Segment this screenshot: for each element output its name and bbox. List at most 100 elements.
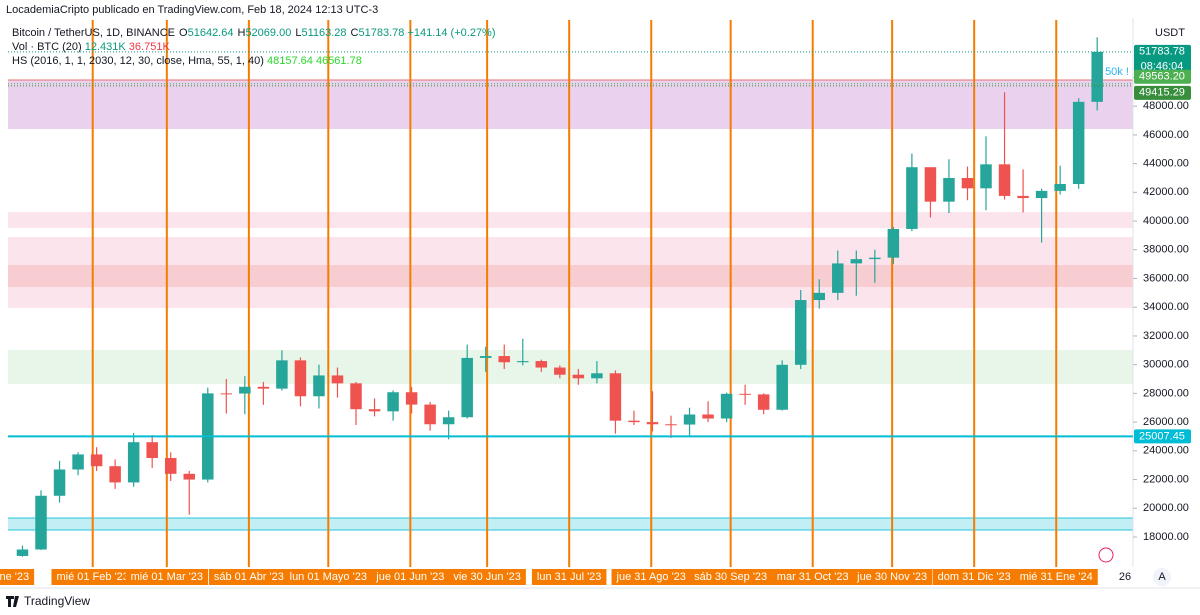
candle-body — [646, 422, 659, 425]
x-tick-label: Ene '23 — [0, 571, 29, 583]
brand: TradingView — [24, 594, 90, 608]
x-tick: dom 31 Dic '23 — [932, 569, 1016, 585]
candle-body — [164, 458, 177, 474]
candle-body — [1035, 190, 1048, 199]
x-tick-bg — [1014, 569, 1098, 585]
auto-button-label[interactable]: A — [1158, 571, 1166, 583]
candle-body — [757, 394, 770, 410]
currency: USDT — [1155, 27, 1185, 39]
volume-name: Vol · BTC (20) — [12, 41, 82, 53]
candle-body — [943, 177, 955, 202]
x-tick: Ene '23 — [0, 569, 35, 585]
y-tick-label: 22000.00 — [1143, 473, 1189, 485]
legend-symbol: Bitcoin / TetherUS, 1D, BINANCE O51642.64… — [12, 27, 496, 39]
candle-body — [127, 442, 140, 483]
candle-body — [479, 356, 492, 358]
candle-body — [1054, 184, 1066, 191]
price-label: 51783.78 — [1139, 46, 1185, 58]
resistance-zone — [8, 80, 1133, 129]
y-tick-label: 30000.00 — [1143, 359, 1189, 371]
y-tick-label: 20000.00 — [1143, 502, 1189, 514]
ohlc-key: O — [179, 27, 188, 39]
candle-body — [350, 383, 362, 410]
candle-body — [442, 417, 455, 425]
price-label: 49563.20 — [1139, 71, 1185, 83]
ohlc-value: 52069.00 — [245, 27, 291, 39]
x-tick-bg — [852, 569, 933, 585]
x-tick-label: mar 31 Oct '23 — [777, 571, 849, 583]
zone — [8, 350, 1133, 384]
price-label-bg — [1134, 85, 1191, 100]
x-tick-label: mié 01 Mar '23 — [131, 571, 203, 583]
candle-body — [998, 164, 1011, 196]
candle-body — [720, 393, 733, 419]
candle-body — [498, 356, 510, 363]
price-label-bg — [1134, 69, 1191, 84]
candle-body — [517, 361, 529, 363]
candle-body — [813, 292, 825, 301]
zone — [8, 287, 1133, 308]
candle-body — [239, 386, 251, 394]
legend-volume: Vol · BTC (20) 12.431K 36.751K — [12, 41, 170, 53]
candle-body — [832, 263, 844, 293]
ohlc-key: L — [295, 27, 301, 39]
y-tick-label: 38000.00 — [1143, 244, 1189, 256]
ohlc-key: C — [351, 27, 359, 39]
y-tick-label: 26000.00 — [1143, 416, 1189, 428]
candle-body — [961, 177, 974, 189]
candle-body — [90, 454, 103, 467]
x-tick-bg — [771, 569, 854, 585]
candle-body — [35, 495, 47, 550]
volume-average: 36.751K — [129, 41, 171, 53]
auto-button[interactable] — [1153, 568, 1171, 586]
candle-body — [146, 442, 158, 459]
alert-icon[interactable] — [1098, 547, 1114, 563]
candle-body — [1017, 195, 1029, 199]
x-tick: jue 01 Jun '23 — [371, 569, 450, 585]
price-label: 49415.29 — [1139, 87, 1185, 99]
support-zone — [8, 518, 1133, 530]
x-tick-label: sáb 30 Sep '23 — [694, 571, 767, 583]
x-tick-bg — [51, 569, 134, 585]
candle-body — [906, 167, 918, 229]
candle-body — [887, 228, 900, 258]
zone — [8, 212, 1133, 228]
candle-body — [683, 414, 696, 425]
x-tick-label: 26 — [1119, 571, 1131, 583]
x-tick-label: lun 01 Mayo '23 — [290, 571, 367, 583]
y-tick-label: 46000.00 — [1143, 129, 1189, 141]
x-tick-label: dom 31 Dic '23 — [938, 571, 1011, 583]
x-tick-label: mié 31 Ene '24 — [1020, 571, 1093, 583]
x-tick: lun 31 Jul '23 — [531, 569, 607, 585]
ohlc-key: H — [237, 27, 245, 39]
y-tick-label: 42000.00 — [1143, 186, 1189, 198]
plot — [8, 20, 1133, 567]
indicator-name: HS (2016, 1, 1, 2030, 12, 30, close, Hma… — [12, 55, 264, 67]
price-label-bg — [1134, 429, 1191, 444]
candle-body — [591, 373, 603, 379]
attribution: LocademiaCripto publicado en TradingView… — [6, 4, 378, 16]
candle-body — [850, 259, 863, 264]
x-tick-bg — [531, 569, 607, 585]
candle-body — [294, 360, 307, 397]
x-tick: lun 01 Mayo '23 — [284, 569, 372, 585]
candle-body — [609, 373, 622, 421]
indicator-value: 46561.78 — [316, 55, 362, 67]
candle-body — [702, 414, 714, 419]
price-label: 25007.45 — [1139, 430, 1185, 442]
x-tick: jue 31 Ago '23 — [611, 569, 691, 585]
x-tick-label: lun 31 Jul '23 — [537, 571, 601, 583]
y-tick-label: 32000.00 — [1143, 330, 1189, 342]
y-tick-label: 36000.00 — [1143, 272, 1189, 284]
x-tick: vie 30 Jun '23 — [448, 569, 526, 585]
candle-body — [257, 386, 270, 389]
candle-body — [72, 454, 84, 470]
volume-value: 12.431K — [85, 41, 127, 53]
x-tick: mié 01 Feb '23 — [51, 569, 134, 585]
x-tick-label: vie 30 Jun '23 — [453, 571, 521, 583]
candle-body — [220, 393, 233, 395]
y-tick-label: 18000.00 — [1143, 531, 1189, 543]
zone — [8, 237, 1133, 265]
candle-body — [424, 404, 436, 425]
